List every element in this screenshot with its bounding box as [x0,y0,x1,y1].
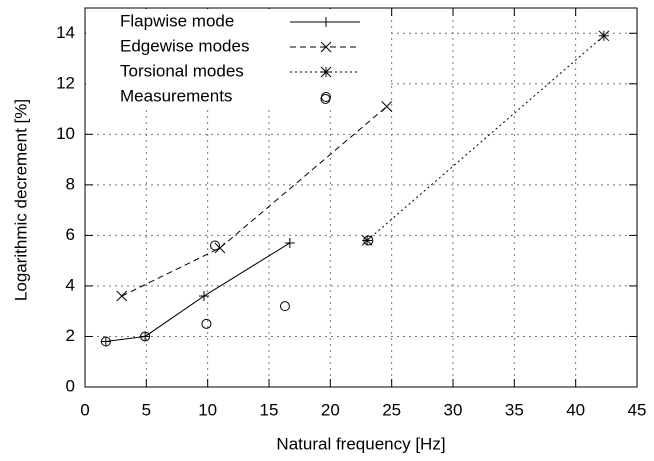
marker-stroke [363,235,374,246]
data-point [140,331,151,342]
marker-stroke [279,301,290,312]
marker-stroke [320,66,332,78]
y-tick-label: 4 [66,275,75,294]
marker-stroke [201,318,212,329]
x-tick-label: 20 [321,400,340,419]
x-tick-label: 15 [260,400,279,419]
x-tick-label: 45 [628,400,647,419]
data-point [284,237,295,248]
y-tick-label: 6 [66,225,75,244]
y-tick-label: 0 [66,376,75,395]
data-point [140,331,151,342]
y-tick-label: 10 [56,124,75,143]
x-tick-label: 0 [80,400,89,419]
series-line [366,35,605,241]
legend-label: Measurements [120,86,232,105]
legend-marker [320,66,332,78]
marker-stroke [320,41,332,53]
y-tick-label: 2 [66,326,75,345]
y-tick-label: 14 [56,23,75,42]
legend-label: Flapwise mode [120,11,234,30]
marker-stroke [214,242,226,254]
data-point [598,30,610,42]
y-tick-label: 12 [56,73,75,92]
x-tick-label: 40 [566,400,585,419]
marker-stroke [361,235,373,246]
marker-stroke [140,331,151,342]
data-point [381,101,393,112]
x-tick-label: 30 [444,400,463,419]
data-point [100,336,111,347]
marker-stroke [320,93,331,104]
x-axis-label: Natural frequency [Hz] [276,434,445,453]
plot-frame [84,7,638,388]
data-point [279,301,290,312]
data-point [214,242,226,254]
series-line [105,242,291,343]
data-point [198,291,209,302]
data-point [100,336,111,347]
y-tick-label: 8 [66,174,75,193]
x-tick-label: 5 [142,400,151,419]
x-tick-label: 25 [382,400,401,419]
marker-stroke [381,101,393,112]
marker-stroke [100,336,111,347]
data-point [116,290,128,302]
series-line [121,106,388,297]
marker-stroke [598,30,610,42]
legend-label: Torsional modes [120,61,244,80]
legend-marker [321,17,331,27]
legend-background [86,9,391,109]
x-tick-label: 10 [198,400,217,419]
marker-stroke [116,290,128,302]
x-tick-label: 35 [505,400,524,419]
data-point [201,318,212,329]
data-point [210,240,221,251]
data-point [320,93,331,104]
legend-marker [320,41,332,53]
legend-label: Edgewise modes [120,36,249,55]
marker-stroke [210,240,221,251]
y-axis-label: Logarithmic decrement [%] [11,99,30,301]
data-point [363,235,374,246]
